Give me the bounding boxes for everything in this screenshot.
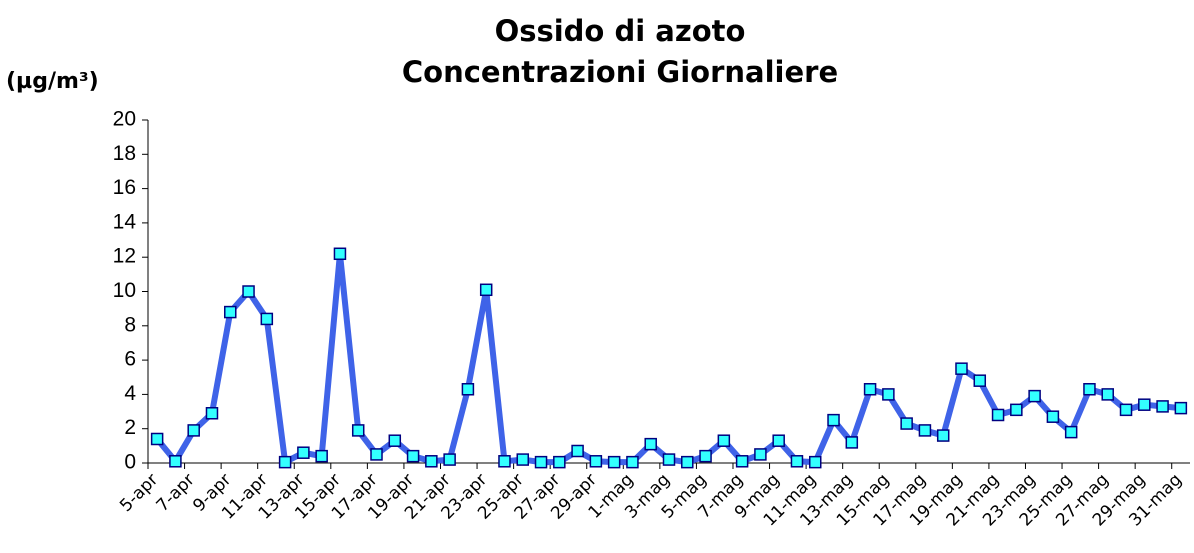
y-tick-label: 2 xyxy=(124,416,136,439)
y-tick-label: 8 xyxy=(124,313,136,336)
data-point xyxy=(425,455,438,468)
data-point xyxy=(571,444,584,458)
data-point xyxy=(626,455,639,469)
y-tick-label: 18 xyxy=(113,142,136,165)
data-point xyxy=(553,455,566,469)
data-point xyxy=(662,453,676,466)
y-tick-label: 4 xyxy=(124,382,136,405)
data-point xyxy=(991,408,1005,422)
data-point xyxy=(1010,403,1023,417)
data-point xyxy=(1064,425,1078,439)
data-point xyxy=(827,413,840,427)
y-tick-label: 6 xyxy=(124,348,136,371)
data-point xyxy=(388,434,402,447)
data-point xyxy=(461,383,475,396)
y-tick-label: 10 xyxy=(113,279,136,302)
data-point xyxy=(297,446,310,459)
y-tick-label: 16 xyxy=(113,176,136,199)
data-point xyxy=(205,407,219,420)
data-point xyxy=(1174,401,1188,415)
x-tick-label: 7-apr xyxy=(153,470,199,516)
data-point xyxy=(973,374,987,387)
data-point xyxy=(1156,400,1169,413)
data-line xyxy=(154,250,1182,466)
data-point xyxy=(882,388,895,401)
y-axis-label: (µg/m³) xyxy=(6,69,99,94)
data-point xyxy=(955,362,968,375)
data-point xyxy=(516,453,530,466)
data-point xyxy=(717,434,731,447)
y-tick-label: 20 xyxy=(113,108,136,131)
data-point xyxy=(333,247,347,261)
y-tick-label: 0 xyxy=(124,451,136,474)
data-point xyxy=(242,285,255,298)
x-tick-label: 5-apr xyxy=(116,470,162,516)
data-point xyxy=(863,383,877,396)
data-point xyxy=(644,437,657,451)
data-point xyxy=(260,312,274,326)
data-point xyxy=(1046,410,1060,423)
data-point xyxy=(1028,389,1041,403)
data-point xyxy=(534,455,548,469)
data-point xyxy=(150,432,164,446)
data-point xyxy=(498,455,511,468)
data-point xyxy=(808,455,822,469)
data-point xyxy=(479,283,493,297)
chart-subtitle: Concentrazioni Giornaliere xyxy=(402,55,838,89)
data-point xyxy=(1101,388,1114,401)
data-point xyxy=(1119,403,1133,417)
data-point xyxy=(936,429,950,442)
data-point xyxy=(772,434,785,447)
data-point xyxy=(699,449,712,463)
data-point xyxy=(735,455,749,468)
data-point xyxy=(224,305,237,319)
data-point xyxy=(370,448,383,461)
data-point xyxy=(1083,383,1096,396)
data-point xyxy=(443,453,456,466)
data-point xyxy=(754,448,767,461)
data-point xyxy=(607,455,621,469)
data-point xyxy=(406,449,420,463)
data-point xyxy=(169,455,182,468)
data-point xyxy=(589,455,603,468)
data-point xyxy=(845,436,859,449)
data-point xyxy=(351,424,365,437)
y-tick-label: 12 xyxy=(113,245,136,268)
data-point xyxy=(681,455,694,469)
data-point xyxy=(187,424,200,437)
data-point xyxy=(315,449,328,463)
data-point xyxy=(918,424,932,437)
chart-title: Ossido di azoto xyxy=(495,14,746,48)
data-point xyxy=(1138,398,1151,411)
data-point xyxy=(900,417,913,430)
data-point xyxy=(278,455,292,469)
y-tick-label: 14 xyxy=(113,210,137,233)
data-point xyxy=(790,455,804,468)
